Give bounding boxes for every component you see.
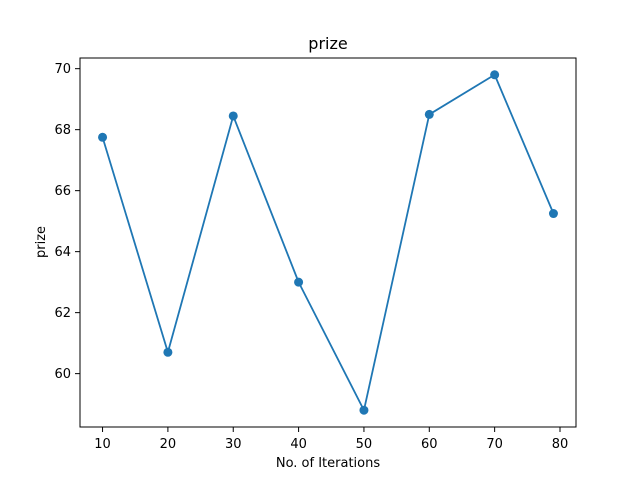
series-line <box>101 73 555 412</box>
data-point <box>359 405 369 415</box>
x-tick-label: 10 <box>94 437 111 452</box>
data-point <box>228 111 238 121</box>
x-tick-label: 40 <box>290 437 307 452</box>
x-tick-label: 70 <box>486 437 503 452</box>
x-tick-label: 60 <box>421 437 438 452</box>
x-tick-label: 30 <box>225 437 242 452</box>
data-point <box>98 132 108 142</box>
x-tick-label: 50 <box>356 437 373 452</box>
y-tick-label: 66 <box>54 184 71 199</box>
x-axis-label: No. of Iterations <box>276 456 381 471</box>
x-tick-label: 20 <box>160 437 177 452</box>
y-tick-label: 60 <box>54 367 71 382</box>
data-point <box>294 277 304 287</box>
y-tick-label: 62 <box>54 306 71 321</box>
y-tick-label: 64 <box>54 245 71 260</box>
series-points <box>98 70 558 415</box>
y-tick-label: 70 <box>54 62 71 77</box>
plot-area-frame <box>79 57 577 428</box>
data-point <box>163 347 173 357</box>
data-point <box>424 109 434 119</box>
x-tick-label: 80 <box>552 437 569 452</box>
data-point <box>490 70 500 80</box>
y-tick-label: 68 <box>54 123 71 138</box>
x-axis-ticks: 10 20 30 40 50 60 70 80 <box>94 427 568 452</box>
data-point <box>548 209 558 219</box>
y-axis-label: prize <box>34 226 49 258</box>
chart-title: prize <box>308 34 347 53</box>
y-axis-ticks: 60 62 64 66 68 70 <box>54 62 80 382</box>
